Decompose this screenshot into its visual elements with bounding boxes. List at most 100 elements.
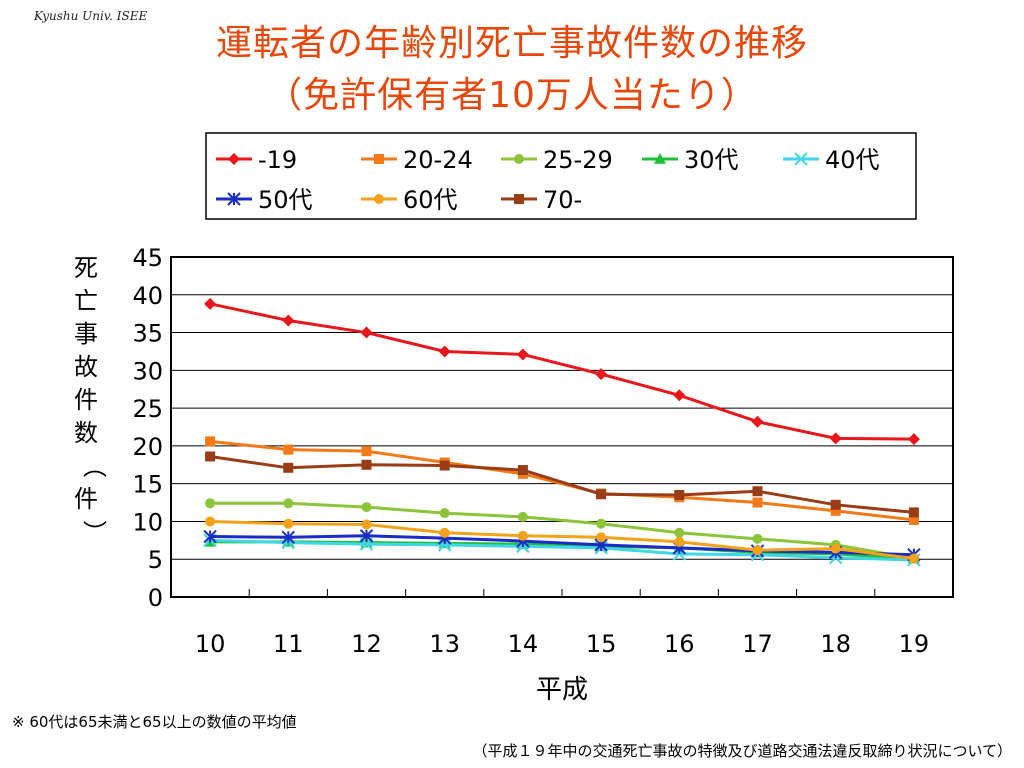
y-tick-label: 5 [148, 546, 163, 574]
axes: 0 5 10 15 20 25 30 35 40 45 10 11 12 13 14 15 16 17 18 19 平成… [74, 244, 929, 705]
source-citation: （平成１９年中の交通死亡事故の特徴及び道路交通法違反取締り状況について） [472, 742, 1012, 760]
y-axis-label-char: 亡 [74, 287, 98, 315]
legend-item: 20-24 [361, 146, 473, 174]
legend-label: 40代 [825, 146, 880, 174]
legend-label: 70- [543, 186, 582, 214]
data-point [283, 444, 294, 455]
legend: -19 20-24 25-29 30代 40代 50代 60代 70- [205, 132, 917, 220]
y-tick-label: 30 [132, 357, 163, 385]
legend-item: 25-29 [501, 146, 613, 174]
plot-area [170, 256, 954, 598]
data-point [359, 529, 374, 543]
data-point [596, 489, 607, 500]
data-point [752, 497, 763, 508]
data-point [674, 490, 685, 500]
data-point [673, 389, 686, 402]
data-point [830, 543, 841, 554]
data-point [438, 345, 451, 358]
data-point [283, 498, 294, 509]
series-3 [205, 498, 919, 564]
chart-subtitle: （免許保有者10万人当たり） [266, 75, 758, 116]
x-tick-label: 15 [586, 630, 617, 658]
y-axis-label-char: 死 [74, 254, 98, 282]
legend-item: 40代 [783, 146, 880, 174]
y-axis-label-char: ） [80, 520, 108, 544]
series-8 [205, 451, 919, 518]
data-point [908, 507, 919, 518]
y-axis-label-char: （ [80, 454, 108, 478]
data-point [516, 348, 529, 361]
legend-label: -19 [258, 146, 297, 174]
data-point [361, 459, 372, 470]
data-point [205, 516, 216, 527]
university-credit: Kyushu Univ. ISEE [34, 9, 148, 23]
y-axis-label: 死亡事故件数（件） [74, 254, 108, 544]
series-lines [203, 297, 921, 567]
legend-label: 25-29 [543, 146, 613, 174]
y-tick-label: 15 [132, 471, 163, 499]
data-point [282, 314, 295, 327]
legend-swatch-marker [514, 154, 524, 164]
legend-label: 60代 [403, 186, 458, 214]
legend-item: 70- [501, 186, 582, 214]
legend-swatch-marker [794, 152, 808, 166]
y-axis-label-char: 件 [74, 386, 98, 414]
x-tick-label: 14 [508, 630, 539, 658]
data-point [752, 545, 763, 556]
x-tick-label: 13 [429, 630, 460, 658]
data-point [674, 536, 685, 547]
y-axis-label-char: 故 [74, 353, 98, 381]
series-line [209, 302, 914, 441]
data-point [204, 297, 217, 310]
data-point [830, 505, 841, 516]
legend-item: 60代 [361, 186, 458, 214]
legend-swatch-marker [228, 153, 240, 165]
footnote: ※ 60代は65未満と65以上の数値の平均値 [12, 713, 297, 731]
y-tick-label: 0 [148, 584, 163, 612]
x-tick-label: 11 [273, 630, 304, 658]
y-tick-label: 35 [132, 320, 163, 348]
x-tick-label: 12 [351, 630, 382, 658]
legend-label: 30代 [684, 146, 739, 174]
data-point [283, 462, 294, 473]
x-tick-label: 18 [820, 630, 851, 658]
legend-box [205, 132, 917, 220]
data-point [752, 486, 763, 497]
data-point [281, 530, 296, 545]
data-point [205, 436, 216, 447]
legend-swatch-marker [514, 194, 524, 204]
data-point [203, 529, 217, 544]
series-line [210, 534, 914, 557]
legend-item: 50代 [216, 186, 313, 214]
gridlines [170, 256, 954, 598]
data-point [361, 446, 372, 457]
data-point [908, 514, 919, 525]
y-tick-label: 10 [132, 508, 163, 536]
legend-swatch-marker [374, 194, 384, 204]
data-point [360, 326, 373, 339]
y-tick-label: 20 [132, 433, 163, 461]
y-tick-label: 40 [132, 282, 163, 310]
series-line [209, 454, 915, 514]
series-line [210, 501, 915, 560]
data-point [908, 553, 919, 564]
data-point [830, 499, 841, 510]
x-tick-label: 10 [195, 630, 226, 658]
data-point [439, 527, 450, 538]
data-point [752, 533, 763, 544]
legend-swatch-marker [227, 192, 241, 206]
data-point [205, 451, 216, 462]
data-point [595, 368, 608, 381]
data-point [829, 432, 842, 445]
series-7 [205, 516, 919, 564]
legend-item: -19 [216, 146, 297, 174]
series-1 [204, 297, 920, 446]
y-axis-label-char: 事 [74, 320, 98, 348]
line-chart: -19 20-24 25-29 30代 40代 50代 60代 70- 0 5 10 15 20 25 3… [74, 132, 954, 705]
data-point [283, 518, 294, 529]
legend-label: 50代 [258, 186, 313, 214]
x-tick-label: 19 [899, 630, 930, 658]
x-tick-label: 16 [664, 630, 695, 658]
y-tick-label: 45 [132, 244, 163, 272]
data-point [517, 465, 528, 476]
